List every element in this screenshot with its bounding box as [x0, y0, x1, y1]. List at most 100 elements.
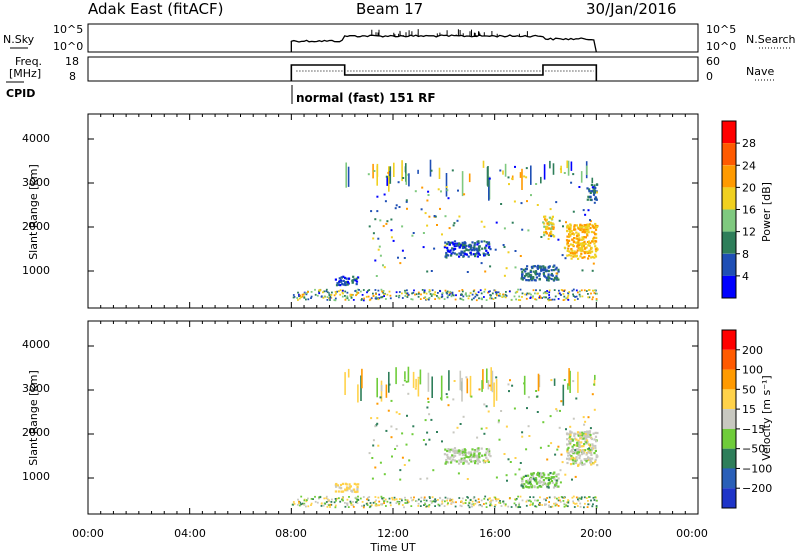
power-cell — [572, 240, 575, 243]
power-cell — [567, 160, 570, 176]
x-axis-label: Time UT — [369, 541, 415, 554]
power-cell — [482, 160, 485, 168]
velocity-cell — [555, 479, 558, 482]
velocity-cell — [335, 482, 338, 486]
power-cell — [586, 227, 589, 230]
velocity-cell — [575, 456, 578, 459]
velocity-colorbar-tick-label: −50 — [742, 443, 765, 456]
velocity-cell — [567, 451, 570, 454]
power-cell — [519, 172, 522, 178]
power-colorbar-swatch — [722, 143, 736, 166]
power-cell — [301, 295, 304, 298]
power-cell — [572, 295, 575, 297]
velocity-cell — [514, 473, 517, 476]
velocity-cell — [576, 441, 579, 444]
velocity-cell — [567, 446, 570, 449]
freq-panel-frame — [87, 56, 699, 82]
power-cell — [521, 168, 523, 190]
power-cell — [434, 215, 437, 218]
power-cell — [487, 241, 491, 244]
velocity-cell — [584, 502, 586, 505]
power-cell — [425, 292, 428, 295]
velocity-cell — [407, 500, 410, 503]
velocity-cell — [346, 488, 349, 491]
power-cell — [307, 298, 310, 301]
velocity-cell — [434, 505, 436, 507]
velocity-cell — [370, 504, 373, 507]
power-cell — [529, 271, 532, 274]
power-cell — [482, 252, 485, 255]
velocity-cell — [382, 497, 385, 499]
power-cell — [592, 193, 596, 196]
velocity-cell — [594, 444, 597, 448]
velocity-cell — [589, 433, 592, 437]
power-cell — [383, 266, 386, 269]
power-cell — [426, 199, 429, 202]
power-cell — [390, 218, 393, 221]
power-cell — [355, 291, 358, 293]
power-cell — [462, 299, 465, 301]
power-cell — [370, 297, 373, 300]
power-cell — [585, 227, 588, 229]
velocity-cell — [411, 433, 414, 436]
power-cell — [538, 274, 541, 277]
power-cell — [381, 290, 383, 293]
power-cell — [356, 293, 358, 296]
power-cell — [531, 296, 534, 299]
velocity-cell — [307, 505, 310, 508]
velocity-cell — [303, 502, 306, 505]
power-cell — [505, 294, 508, 297]
power-cell — [546, 276, 549, 279]
velocity-cell — [477, 447, 480, 450]
velocity-cell — [381, 503, 384, 505]
velocity-cell — [454, 450, 458, 453]
power-cell — [571, 289, 574, 292]
power-cell — [591, 255, 594, 259]
velocity-cell — [375, 503, 378, 505]
velocity-cell — [549, 472, 552, 475]
power-colorbar-swatch — [722, 275, 736, 298]
velocity-cell — [426, 477, 429, 480]
velocity-cell — [485, 502, 488, 505]
power-cell — [454, 243, 458, 246]
cpid-text: normal (fast) 151 RF — [296, 91, 436, 105]
velocity-cell — [491, 370, 494, 393]
velocity-cell — [596, 464, 599, 467]
power-cell — [534, 279, 537, 282]
velocity-cell — [384, 498, 387, 501]
power-cell — [550, 233, 553, 236]
power-colorbar-tick-label: 28 — [742, 137, 756, 150]
power-cell — [549, 221, 552, 224]
power-cell — [566, 296, 569, 299]
velocity-cell — [431, 496, 434, 499]
power-cell — [577, 232, 580, 235]
power-cell — [568, 254, 571, 257]
power-cell — [547, 279, 550, 282]
power-cell — [333, 294, 336, 297]
velocity-cell — [470, 451, 473, 454]
power-cell — [485, 299, 488, 301]
velocity-cell — [584, 449, 587, 452]
velocity-cell — [470, 456, 474, 459]
velocity-cell — [465, 455, 468, 458]
power-cell — [441, 293, 444, 296]
velocity-cell — [469, 455, 472, 458]
velocity-cell — [444, 448, 447, 451]
power-cell — [390, 229, 393, 232]
velocity-cell — [575, 397, 578, 400]
power-cell — [566, 160, 568, 169]
power-cell — [545, 269, 548, 272]
velocity-cell — [467, 462, 470, 465]
power-cell — [385, 298, 387, 300]
velocity-cell — [566, 505, 569, 508]
velocity-cell — [569, 430, 572, 433]
velocity-cell — [478, 460, 481, 463]
velocity-cell — [347, 368, 350, 378]
power-cell — [530, 279, 533, 282]
power-cell — [376, 195, 379, 198]
power-cell — [451, 169, 454, 172]
velocity-cell — [380, 495, 383, 498]
power-cell — [450, 252, 453, 255]
velocity-cell — [544, 498, 547, 500]
